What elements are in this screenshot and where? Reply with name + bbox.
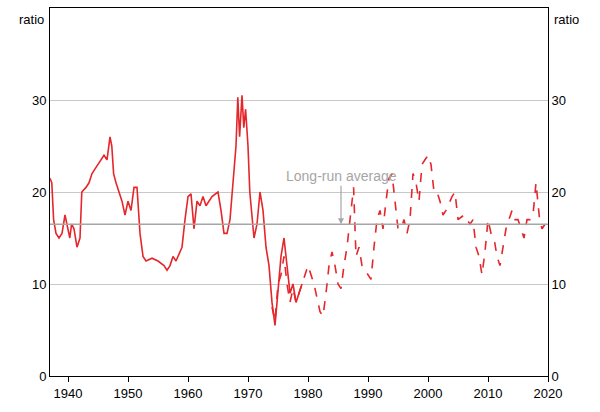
svg-text:30: 30 xyxy=(32,93,46,108)
svg-text:20: 20 xyxy=(552,185,566,200)
svg-text:2020: 2020 xyxy=(534,386,563,401)
svg-text:10: 10 xyxy=(32,277,46,292)
svg-text:ratio: ratio xyxy=(19,12,44,27)
svg-text:1940: 1940 xyxy=(54,386,83,401)
svg-text:0: 0 xyxy=(552,369,559,384)
svg-text:Long-run average: Long-run average xyxy=(286,168,397,184)
svg-text:2010: 2010 xyxy=(474,386,503,401)
svg-text:1970: 1970 xyxy=(234,386,263,401)
svg-text:0: 0 xyxy=(39,369,46,384)
svg-text:1960: 1960 xyxy=(174,386,203,401)
svg-text:ratio: ratio xyxy=(554,12,579,27)
svg-text:1980: 1980 xyxy=(294,386,323,401)
svg-text:2000: 2000 xyxy=(414,386,443,401)
svg-text:20: 20 xyxy=(32,185,46,200)
svg-text:30: 30 xyxy=(552,93,566,108)
svg-text:10: 10 xyxy=(552,277,566,292)
svg-text:1950: 1950 xyxy=(114,386,143,401)
svg-text:1990: 1990 xyxy=(354,386,383,401)
